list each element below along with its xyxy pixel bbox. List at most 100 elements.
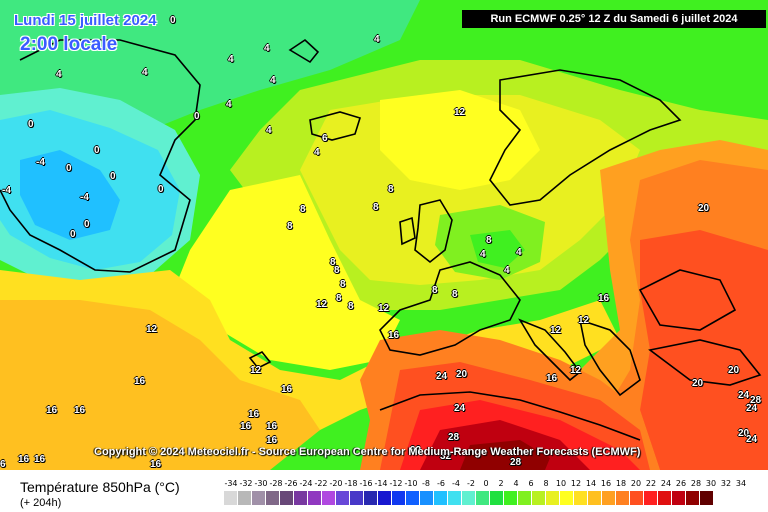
legend-swatch bbox=[448, 491, 462, 505]
legend-swatch bbox=[434, 491, 448, 505]
legend-swatch bbox=[336, 491, 350, 505]
legend-swatch bbox=[574, 491, 588, 505]
valid-date: Lundi 15 juillet 2024 bbox=[14, 12, 157, 29]
legend-swatch bbox=[700, 491, 714, 505]
legend-swatch bbox=[560, 491, 574, 505]
isotherm-label: 12 bbox=[570, 365, 582, 376]
zone-22c-east bbox=[640, 230, 768, 470]
legend-tick-label: -22 bbox=[314, 479, 328, 488]
black-sea-coast bbox=[638, 269, 737, 331]
legend-swatch bbox=[518, 491, 532, 505]
isotherm-label: 8 bbox=[340, 279, 346, 290]
isotherm-label: 24 bbox=[436, 371, 448, 382]
isotherm-label: 8 bbox=[336, 293, 342, 304]
legend-swatch bbox=[588, 491, 602, 505]
isotherm-label: 28 bbox=[448, 432, 460, 443]
copyright-notice: Copyright © 2024 Meteociel.fr - Source E… bbox=[94, 446, 641, 458]
zone-12c-atlantic bbox=[170, 175, 400, 370]
legend-tick-label: -30 bbox=[254, 479, 268, 488]
isotherm-label: 4 bbox=[226, 99, 232, 110]
isotherm-label: 16 bbox=[598, 293, 610, 304]
legend-tick-label: 4 bbox=[513, 479, 519, 488]
isotherm-label: 4 bbox=[266, 125, 272, 136]
legend-swatch bbox=[630, 491, 644, 505]
legend-swatch bbox=[364, 491, 378, 505]
zone-16c bbox=[0, 300, 320, 470]
balkans-coast bbox=[578, 318, 641, 397]
great-britain-coast bbox=[414, 199, 453, 264]
isotherm-label: -4 bbox=[2, 185, 11, 196]
isotherm-label: 20 bbox=[728, 365, 740, 376]
legend-tick-label: 0 bbox=[483, 479, 489, 488]
isotherm-label: 12 bbox=[378, 303, 390, 314]
isotherm-label: 0 bbox=[158, 184, 164, 195]
legend-swatch bbox=[686, 491, 700, 505]
legend-tick-label: 8 bbox=[543, 479, 549, 488]
isotherm-label: 8 bbox=[348, 301, 354, 312]
legend-swatch bbox=[672, 491, 686, 505]
legend-swatch bbox=[308, 491, 322, 505]
legend-tick-label: -4 bbox=[452, 479, 460, 488]
iceland-coast bbox=[309, 111, 362, 141]
isotherm-label: 16 bbox=[46, 405, 58, 416]
legend-swatch bbox=[252, 491, 266, 505]
azores-coast bbox=[248, 350, 272, 370]
legend-tick-label: -34 bbox=[224, 479, 238, 488]
isotherm-label: 32 bbox=[410, 445, 422, 456]
isotherm-label: 28 bbox=[510, 457, 522, 468]
isotherm-label: 16 bbox=[18, 454, 30, 465]
zone-minus-4c bbox=[20, 150, 120, 240]
legend-tick-label: -24 bbox=[299, 479, 313, 488]
isotherm-label: 8 bbox=[388, 184, 394, 195]
isotherm-label: 8 bbox=[300, 204, 306, 215]
isotherm-label: 4 bbox=[270, 75, 276, 86]
legend-tick-label: -20 bbox=[329, 479, 343, 488]
isotherm-label: 4 bbox=[314, 147, 320, 158]
legend-tick-label: 30 bbox=[705, 479, 717, 488]
turkey-coast bbox=[648, 339, 762, 386]
isotherm-label: 4 bbox=[56, 69, 62, 80]
isotherm-label: 8 bbox=[452, 289, 458, 300]
zone-12c-north bbox=[380, 90, 540, 190]
legend-tick-label: 14 bbox=[585, 479, 597, 488]
isotherm-label: 8 bbox=[486, 235, 492, 246]
isotherm-label: 4 bbox=[504, 265, 510, 276]
legend-tick-label: -10 bbox=[404, 479, 418, 488]
legend-tick-label: -8 bbox=[422, 479, 430, 488]
isotherm-label: 16 bbox=[34, 454, 46, 465]
isotherm-label: 16 bbox=[266, 435, 278, 446]
isotherm-label: 16 bbox=[150, 459, 162, 470]
svalbard-coast bbox=[288, 38, 320, 64]
legend-swatch bbox=[644, 491, 658, 505]
legend-tick-label: 34 bbox=[735, 479, 747, 488]
isotherm-label: 0 bbox=[170, 15, 176, 26]
isotherm-label: 8 bbox=[287, 221, 293, 232]
legend-tick-label: -18 bbox=[344, 479, 358, 488]
legend-swatch bbox=[224, 491, 238, 505]
legend-swatch bbox=[266, 491, 280, 505]
isotherm-label: 4 bbox=[142, 67, 148, 78]
isotherm-label: 0 bbox=[66, 163, 72, 174]
legend-swatch bbox=[392, 491, 406, 505]
isotherm-label: 12 bbox=[454, 107, 466, 118]
isotherm-label: 16 bbox=[240, 421, 252, 432]
isotherm-label: 20 bbox=[692, 378, 704, 389]
isotherm-label: 12 bbox=[316, 299, 328, 310]
legend-swatch bbox=[490, 491, 504, 505]
legend-swatch bbox=[532, 491, 546, 505]
isotherm-label: 0 bbox=[84, 219, 90, 230]
run-banner: Run ECMWF 0.25° 12 Z du Samedi 6 juillet… bbox=[462, 10, 766, 28]
legend-swatch bbox=[420, 491, 434, 505]
footer-bar: Température 850hPa (°C) (+ 204h) -34 -32-… bbox=[0, 470, 768, 512]
temperature-field bbox=[0, 0, 768, 470]
legend-swatch bbox=[406, 491, 420, 505]
legend-swatch bbox=[504, 491, 518, 505]
isotherm-label: 4 bbox=[374, 34, 380, 45]
lead-time: (+ 204h) bbox=[20, 497, 62, 509]
isotherm-label: 28 bbox=[750, 395, 762, 406]
legend-tick-label: 10 bbox=[555, 479, 567, 488]
valid-time: 2:00 locale bbox=[20, 34, 118, 55]
color-legend: -34 -32 -30 -28 -26 -24 -22 -20 -18 -16 -14 -12 -10-… bbox=[224, 479, 752, 505]
temperature-map: 0 4 4 4 4 4 4 4 0 0 0 12 4 6 4 -4 0 0 -4 0 -4 8 8 20 8 0 0 8 8 4 4 4 8 8 8… bbox=[0, 0, 768, 470]
